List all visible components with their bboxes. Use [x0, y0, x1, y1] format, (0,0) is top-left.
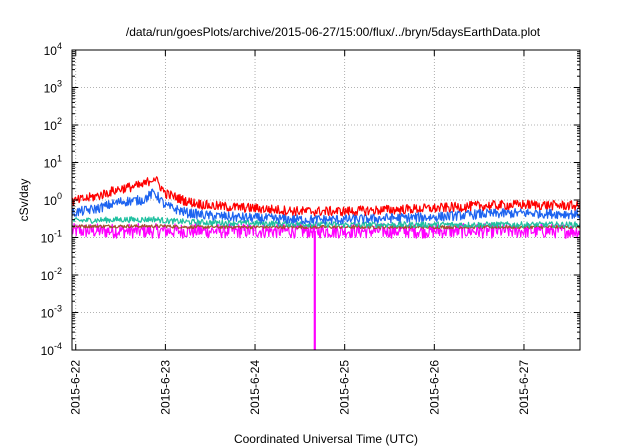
series-line-4 [71, 224, 581, 230]
y-tick-label: 102 [44, 116, 62, 133]
y-tick-label: 10-1 [41, 229, 62, 246]
x-tick-label: 2015-6-25 [338, 360, 352, 415]
axis-ticks: 10-4 10-3 10-2 10-1 100 101 102 103 104 2015-6-22… [41, 41, 580, 415]
y-tick-label: 103 [44, 79, 62, 96]
series-layer [71, 176, 581, 350]
x-tick-label: 2015-6-22 [69, 360, 83, 415]
y-tick-label: 101 [44, 154, 62, 171]
y-tick-label: 100 [44, 191, 62, 208]
y-tick-label: 10-3 [41, 304, 62, 321]
x-tick-label: 2015-6-23 [158, 360, 172, 415]
x-tick-label: 2015-6-24 [248, 360, 262, 415]
chart-title: /data/run/goesPlots/archive/2015-06-27/1… [126, 25, 541, 39]
y-tick-label: 10-4 [41, 341, 62, 358]
series-line-2 [71, 188, 581, 225]
y-tick-label: 104 [44, 41, 62, 58]
y-axis-label: cSv/day [17, 179, 31, 222]
grid [72, 50, 580, 350]
series-line-1 [71, 176, 581, 217]
x-tick-label: 2015-6-26 [427, 360, 441, 415]
y-tick-label: 10-2 [41, 266, 62, 283]
x-axis-label: Coordinated Universal Time (UTC) [234, 432, 418, 446]
x-tick-label: 2015-6-27 [517, 360, 531, 415]
